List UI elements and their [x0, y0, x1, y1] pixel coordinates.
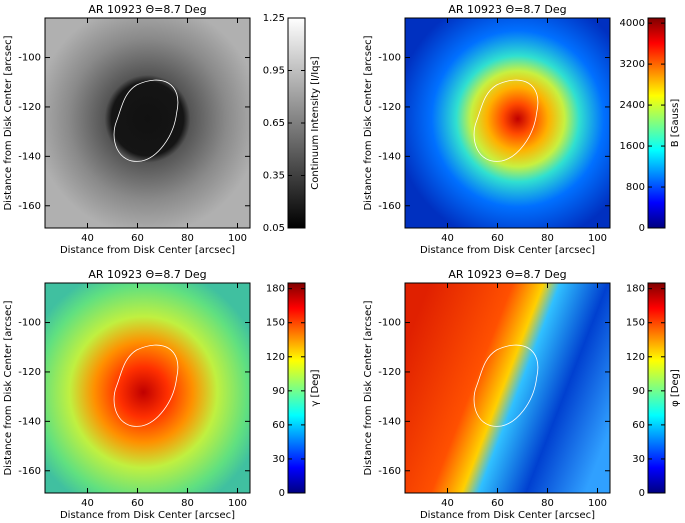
colorbar-tick-label: 0 [639, 223, 645, 234]
x-tick-label: 100 [588, 498, 607, 509]
plot-frame [44, 282, 251, 494]
y-axis-label: Distance from Disk Center [arcsec] [363, 300, 374, 475]
umbra-contour [113, 344, 179, 427]
panel-title: AR 10923 Θ=8.7 Deg [448, 268, 566, 281]
colorbar-tick-label: 1.25 [263, 13, 285, 24]
map-image [405, 18, 610, 228]
colorbar-tick-label: 30 [632, 454, 645, 465]
colorbar [647, 17, 666, 229]
y-tick-label: -160 [378, 201, 401, 212]
colorbar-tick-label: 3200 [620, 59, 645, 70]
x-tick-label: 80 [181, 233, 194, 244]
x-tick-label: 100 [228, 498, 247, 509]
colorbar-tick-label: 120 [626, 352, 645, 363]
y-tick-label: -100 [378, 53, 401, 64]
umbra-contour [473, 79, 539, 162]
colorbar-tick-label: 0.05 [263, 223, 285, 234]
x-tick-label: 60 [491, 233, 504, 244]
y-tick-label: -120 [18, 367, 41, 378]
map-image [45, 283, 250, 493]
colorbar-label: B [Gauss] [670, 99, 681, 148]
colorbar-label: φ [Deg] [670, 369, 681, 407]
y-tick-label: -100 [18, 53, 41, 64]
colorbar-label: γ [Deg] [310, 369, 321, 406]
colorbar-tick-label: 90 [632, 386, 645, 397]
x-tick-label: 60 [131, 498, 144, 509]
colorbar-tick-label: 0 [639, 488, 645, 499]
umbra-contour [473, 344, 539, 427]
y-tick-label: -100 [378, 318, 401, 329]
map-image [45, 18, 250, 228]
y-axis-label: Distance from Disk Center [arcsec] [3, 300, 14, 475]
y-tick-label: -140 [18, 151, 41, 162]
colorbar-tick-label: 4000 [620, 18, 645, 29]
plot-frame [404, 17, 611, 229]
colorbar-tick-label: 150 [626, 318, 645, 329]
x-tick-label: 60 [131, 233, 144, 244]
colorbar-tick-label: 0 [279, 488, 285, 499]
y-tick-label: -160 [18, 466, 41, 477]
x-tick-label: 80 [541, 233, 554, 244]
panel-title: AR 10923 Θ=8.7 Deg [448, 3, 566, 16]
panel-title: AR 10923 Θ=8.7 Deg [88, 3, 206, 16]
colorbar-tick-label: 800 [626, 182, 645, 193]
colorbar-tick-label: 0.35 [263, 171, 285, 182]
colorbar-tick-label: 30 [272, 454, 285, 465]
y-tick-label: -140 [18, 416, 41, 427]
x-tick-label: 100 [588, 233, 607, 244]
colorbar-tick-label: 150 [266, 318, 285, 329]
x-axis-label: Distance from Disk Center [arcsec] [420, 245, 595, 256]
colorbar-tick-label: 120 [266, 352, 285, 363]
y-tick-label: -120 [18, 102, 41, 113]
map-image [405, 283, 610, 493]
y-tick-label: -160 [18, 201, 41, 212]
y-tick-label: -100 [18, 318, 41, 329]
colorbar-tick-label: 60 [632, 420, 645, 431]
plot-frame [404, 282, 611, 494]
x-tick-label: 80 [541, 498, 554, 509]
x-axis-label: Distance from Disk Center [arcsec] [420, 510, 595, 521]
x-tick-label: 40 [441, 233, 454, 244]
x-tick-label: 40 [81, 233, 94, 244]
colorbar-tick-label: 1600 [620, 141, 645, 152]
y-tick-label: -140 [378, 416, 401, 427]
x-tick-label: 100 [228, 233, 247, 244]
y-axis-label: Distance from Disk Center [arcsec] [3, 35, 14, 210]
panel-title: AR 10923 Θ=8.7 Deg [88, 268, 206, 281]
umbra-contour [113, 79, 179, 162]
y-tick-label: -140 [378, 151, 401, 162]
y-tick-label: -160 [378, 466, 401, 477]
colorbar-label: Continuum Intensity [I/Iqs] [310, 56, 321, 190]
colorbar-tick-label: 180 [266, 284, 285, 295]
x-tick-label: 60 [491, 498, 504, 509]
x-axis-label: Distance from Disk Center [arcsec] [60, 245, 235, 256]
y-axis-label: Distance from Disk Center [arcsec] [363, 35, 374, 210]
colorbar-tick-label: 2400 [620, 100, 645, 111]
colorbar-tick-label: 60 [272, 420, 285, 431]
plot-frame [44, 17, 251, 229]
x-tick-label: 40 [81, 498, 94, 509]
colorbar-tick-label: 0.65 [263, 118, 285, 129]
y-tick-label: -120 [378, 102, 401, 113]
x-tick-label: 80 [181, 498, 194, 509]
colorbar-tick-label: 180 [626, 284, 645, 295]
x-tick-label: 40 [441, 498, 454, 509]
y-tick-label: -120 [378, 367, 401, 378]
colorbar-tick-label: 0.95 [263, 66, 285, 77]
colorbar [287, 282, 306, 494]
colorbar-tick-label: 90 [272, 386, 285, 397]
colorbar [647, 282, 666, 494]
x-axis-label: Distance from Disk Center [arcsec] [60, 510, 235, 521]
